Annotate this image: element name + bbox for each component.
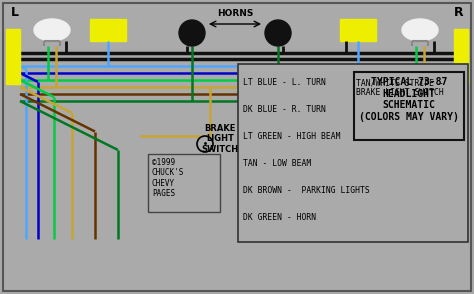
Bar	[454, 29, 468, 84]
Text: HORNS: HORNS	[217, 9, 253, 18]
Text: TAN/WHITE STRIPE -
BRAKE LIGHT SWITCH: TAN/WHITE STRIPE - BRAKE LIGHT SWITCH	[356, 78, 444, 97]
Bar	[354, 72, 464, 140]
Bar	[340, 19, 376, 41]
Ellipse shape	[34, 19, 70, 41]
Bar	[90, 19, 126, 41]
Text: TAN - LOW BEAM: TAN - LOW BEAM	[243, 159, 311, 168]
Ellipse shape	[402, 19, 438, 41]
Circle shape	[197, 136, 213, 152]
Text: TYPICAL 73-87
HEADLIGHT
SCHEMATIC
(COLORS MAY VARY): TYPICAL 73-87 HEADLIGHT SCHEMATIC (COLOR…	[359, 77, 459, 122]
Text: BRAKE
LIGHT
SWITCH: BRAKE LIGHT SWITCH	[201, 124, 238, 154]
Text: DK BROWN -  PARKING LIGHTS: DK BROWN - PARKING LIGHTS	[243, 186, 370, 195]
Bar	[6, 29, 20, 84]
Bar	[238, 64, 468, 242]
Text: ©1999
CHUCK'S
CHEVY
PAGES: ©1999 CHUCK'S CHEVY PAGES	[152, 158, 184, 198]
Text: DK GREEN - HORN: DK GREEN - HORN	[243, 213, 316, 222]
Circle shape	[179, 20, 205, 46]
Bar	[148, 154, 220, 212]
Text: LT BLUE - L. TURN: LT BLUE - L. TURN	[243, 78, 326, 87]
Text: R: R	[454, 6, 464, 19]
Circle shape	[265, 20, 291, 46]
Text: L: L	[11, 6, 19, 19]
Text: LT GREEN - HIGH BEAM: LT GREEN - HIGH BEAM	[243, 132, 340, 141]
Text: DK BLUE - R. TURN: DK BLUE - R. TURN	[243, 105, 326, 114]
